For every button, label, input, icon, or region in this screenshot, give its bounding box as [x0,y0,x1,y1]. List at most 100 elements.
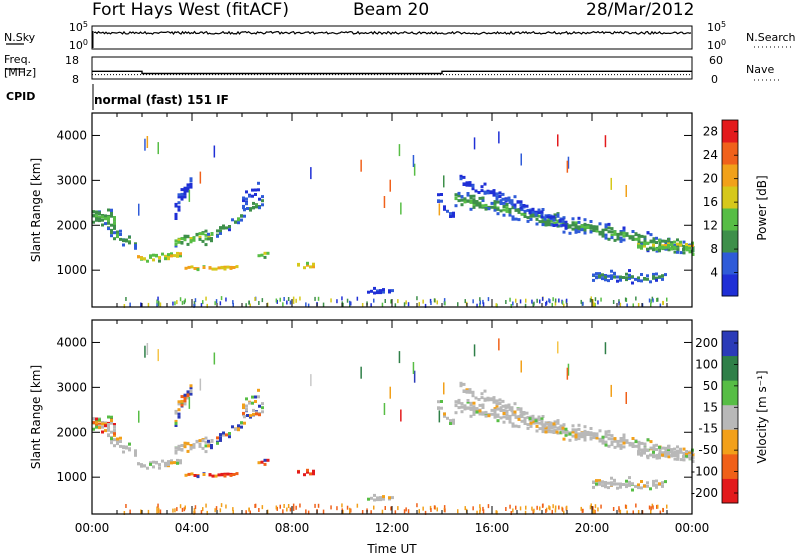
velocity-cell [137,462,140,466]
power-cell [107,221,110,225]
power-cell [210,237,213,240]
power-cell [499,209,503,213]
velocity-cell [571,434,575,438]
power-cell [462,182,466,186]
power-cell [350,301,352,306]
velocity-cell [549,506,551,511]
power-cell [625,233,629,237]
velocity-cell [210,446,213,450]
velocity-cell [243,421,246,425]
power-cell [526,216,530,220]
power-cell [685,243,688,246]
power-cell [547,220,551,223]
power-cell [146,259,149,263]
power-cell [477,191,481,194]
power-cell [637,235,641,239]
power-cell [92,210,95,214]
power-cell [554,301,557,306]
power-cell [452,214,455,218]
velocity-cell [245,510,247,515]
y-axis-label: Slant Range [km] [29,158,43,262]
power-colorbar-tick-label: 24 [703,148,718,162]
velocity-cell [626,510,628,515]
power-cell [275,298,278,303]
velocity-cell [472,401,476,405]
velocity-cell [194,505,197,510]
velocity-cell [655,454,658,458]
velocity-cell [125,445,128,449]
velocity-cell [552,425,556,429]
velocity-cell [95,424,98,427]
power-cell [245,201,248,205]
velocity-cell [184,473,188,477]
velocity-cell [478,403,482,407]
power-cell [574,223,578,227]
velocity-cell [529,421,533,425]
power-cell [261,298,264,303]
power-cell [554,298,557,303]
power-cell [478,202,482,206]
velocity-cell [592,436,596,440]
power-cell [537,211,541,214]
power-cell [220,265,224,269]
power-cell [546,215,550,219]
velocity-cell [604,482,607,486]
velocity-cell [484,410,488,414]
power-cell [667,244,670,247]
power-cell [140,256,143,260]
velocity-cell [658,450,662,453]
velocity-cell [472,405,476,409]
power-cell [493,208,497,212]
velocity-cell [190,472,194,476]
power-cell [540,213,544,217]
velocity-cell [655,483,658,487]
velocity-cell [201,439,205,443]
power-cell [161,252,164,256]
power-cell [252,205,255,209]
velocity-cell [189,444,193,447]
velocity-cell [688,456,692,460]
power-cell [658,238,661,242]
velocity-cell [176,458,179,462]
power-cell [174,204,178,207]
power-cell [184,298,186,303]
nsearch-tick-low: 100 [707,38,726,52]
velocity-cell [499,409,503,412]
power-cell [691,246,695,250]
velocity-cell [546,422,550,426]
velocity-cell [287,504,290,508]
power-cell [263,251,267,255]
power-cell [164,254,167,258]
velocity-cell [562,437,566,441]
power-cell [336,299,338,304]
power-colorbar-tick-label: 28 [703,125,718,139]
velocity-cell [480,392,484,396]
velocity-cell [554,505,557,510]
power-cell [604,223,608,227]
velocity-cell [685,452,688,456]
velocity-cell [460,405,464,409]
power-cell [176,251,179,255]
power-cell [449,215,452,218]
power-cell [424,303,427,308]
velocity-cell [625,483,628,487]
power-cell [541,217,545,221]
velocity-cell [104,424,107,428]
power-cell [254,193,257,196]
velocity-cell [541,430,545,434]
power-cell [189,237,193,240]
velocity-cell [583,438,587,442]
velocity-cell [493,413,497,417]
power-cell [125,238,128,242]
velocity-cell [640,486,643,490]
velocity-cell [134,449,137,453]
velocity-cell [574,430,578,434]
velocity-colorbar-tick-label: 15 [703,400,718,414]
power-cell [469,194,473,198]
velocity-cell [330,505,332,510]
power-cell [618,301,620,306]
velocity-cell [477,398,481,401]
velocity-cell [571,428,575,432]
power-cell [493,201,497,205]
velocity-cell [589,433,593,436]
